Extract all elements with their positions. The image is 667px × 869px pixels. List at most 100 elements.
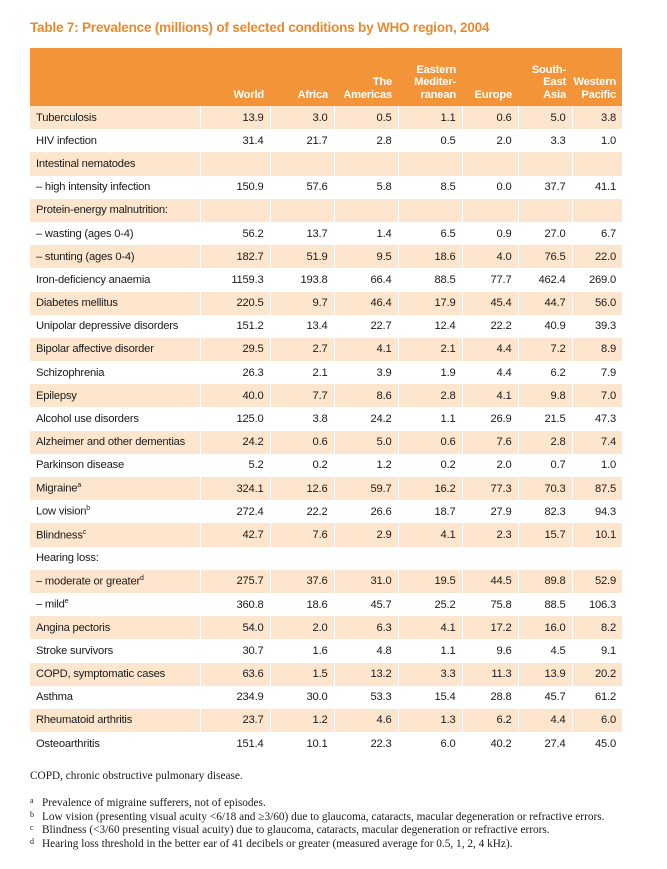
table-cell: 4.4 xyxy=(461,337,518,362)
condition-label: – milde xyxy=(30,592,200,617)
table-cell: 6.7 xyxy=(571,221,622,246)
table-cell: 324.1 xyxy=(199,477,270,501)
table-cell: 11.3 xyxy=(461,662,518,686)
table-cell: 7.6 xyxy=(269,523,334,547)
footnote: b Low vision (presenting visual acuity <6… xyxy=(30,809,640,825)
condition-label: Protein-energy malnutrition: xyxy=(30,198,200,222)
table-cell: 9.5 xyxy=(333,245,398,269)
table-cell: 1.1 xyxy=(397,106,462,130)
table-cell: 61.2 xyxy=(571,685,622,709)
condition-label: Alzheimer and other dementias xyxy=(30,430,200,454)
condition-label: Iron-deficiency anaemia xyxy=(30,268,200,292)
header-africa: Africa xyxy=(270,48,334,106)
header-eastern-mediterranean: Eastern Mediter-ranean xyxy=(398,48,462,106)
header-condition xyxy=(30,48,200,106)
footnote-marker: d xyxy=(140,574,144,582)
condition-label: Stroke survivors xyxy=(30,639,200,663)
table-row: Bipolar affective disorder 29.5 2.7 4.1 2.1 4… xyxy=(30,337,622,362)
condition-label: Migrainea xyxy=(30,477,200,501)
table-cell: 27.4 xyxy=(517,732,572,756)
prevalence-table: World Africa The Americas Eastern Mediter-… xyxy=(30,48,622,756)
table-cell: 12.6 xyxy=(269,477,334,501)
table-cell: 1.6 xyxy=(269,639,334,663)
table-cell: 2.8 xyxy=(333,129,398,153)
table-row: Alcohol use disorders 125.0 3.8 24.2 1.1 26.9… xyxy=(30,407,622,431)
table-cell: 30.7 xyxy=(199,639,270,663)
table-cell: 20.2 xyxy=(571,662,622,686)
table-row: Blindnessc 42.7 7.6 2.9 4.1 2.3 15.7 10.1 xyxy=(30,523,622,547)
prevalence-table-container: World Africa The Americas Eastern Mediter-… xyxy=(30,48,622,756)
header-world: World xyxy=(200,48,270,106)
table-cell xyxy=(461,546,518,570)
table-cell: 0.6 xyxy=(461,106,518,130)
table-cell: 40.2 xyxy=(461,732,518,756)
table-cell: 13.9 xyxy=(517,662,572,686)
table-cell xyxy=(517,152,572,176)
condition-label: – stunting (ages 0-4) xyxy=(30,245,200,269)
table-cell: 6.0 xyxy=(571,708,622,733)
table-row: – wasting (ages 0-4) 56.2 13.7 1.4 6.5 0.9 27.… xyxy=(30,221,622,246)
table-cell: 6.0 xyxy=(397,732,462,756)
table-cell xyxy=(269,198,334,222)
table-cell xyxy=(571,546,622,570)
table-cell: 1.4 xyxy=(333,221,398,246)
table-cell: 6.5 xyxy=(397,221,462,246)
table-cell xyxy=(571,152,622,176)
table-cell: 63.6 xyxy=(199,662,270,686)
table-cell: 125.0 xyxy=(199,407,270,431)
table-cell: 2.9 xyxy=(333,523,398,547)
condition-label: Asthma xyxy=(30,685,200,709)
table-cell: 19.5 xyxy=(397,569,462,593)
condition-label: – wasting (ages 0-4) xyxy=(30,221,200,246)
table-row: Rheumatoid arthritis 23.7 1.2 4.6 1.3 6.2 4.4 6… xyxy=(30,708,622,733)
table-cell: 39.3 xyxy=(571,314,622,338)
footnote-marker: c xyxy=(82,528,87,536)
table-cell: 45.4 xyxy=(461,291,518,315)
table-cell: 1.9 xyxy=(397,361,462,385)
table-cell: 9.8 xyxy=(517,384,572,408)
condition-label: Hearing loss: xyxy=(30,546,200,570)
table-cell: 0.6 xyxy=(397,430,462,454)
table-cell: 59.7 xyxy=(333,477,398,501)
table-cell: 2.3 xyxy=(461,523,518,547)
table-cell: 15.4 xyxy=(397,685,462,709)
table-cell: 10.1 xyxy=(571,523,622,547)
table-cell: 22.2 xyxy=(269,500,334,524)
table-cell: 41.1 xyxy=(571,175,622,199)
condition-label: Alcohol use disorders xyxy=(30,407,200,431)
table-cell: 75.8 xyxy=(461,592,518,617)
table-cell: 4.6 xyxy=(333,708,398,733)
header-western-pacific: Western Pacific xyxy=(572,48,622,106)
table-cell xyxy=(333,546,398,570)
condition-label: – high intensity infection xyxy=(30,175,200,199)
table-cell: 5.0 xyxy=(517,106,572,130)
table-cell: 29.5 xyxy=(199,337,270,362)
table-cell: 27.9 xyxy=(461,500,518,524)
table-cell: 31.4 xyxy=(199,129,270,153)
table-row: HIV infection 31.4 21.7 2.8 0.5 2.0 3.3 1.0 xyxy=(30,129,622,153)
table-cell xyxy=(397,546,462,570)
table-row: Osteoarthritis 151.4 10.1 22.3 6.0 40.2 27.4 45… xyxy=(30,732,622,756)
table-cell: 1.1 xyxy=(397,639,462,663)
table-cell: 1.5 xyxy=(269,662,334,686)
table-cell: 9.1 xyxy=(571,639,622,663)
table-row: Schizophrenia 26.3 2.1 3.9 1.9 4.4 6.2 7.9 xyxy=(30,361,622,385)
table-row: COPD, symptomatic cases 63.6 1.5 13.2 3.3 11.… xyxy=(30,662,622,686)
table-row: Low visionb 272.4 22.2 26.6 18.7 27.9 82.3 94.3 xyxy=(30,500,622,524)
table-header: World Africa The Americas Eastern Mediter-… xyxy=(30,48,622,106)
table-cell: 70.3 xyxy=(517,477,572,501)
table-row: Unipolar depressive disorders 151.2 13.4 22… xyxy=(30,314,622,338)
table-row: – high intensity infection 150.9 57.6 5.8 8.… xyxy=(30,175,622,199)
table-row: Alzheimer and other dementias 24.2 0.6 5.0 0… xyxy=(30,430,622,454)
table-cell: 2.0 xyxy=(269,616,334,640)
table-cell: 8.5 xyxy=(397,175,462,199)
table-cell: 5.8 xyxy=(333,175,398,199)
table-cell: 3.8 xyxy=(269,407,334,431)
table-cell: 26.6 xyxy=(333,500,398,524)
table-cell: 82.3 xyxy=(517,500,572,524)
footnote-mark: b xyxy=(30,809,34,819)
table-row: Intestinal nematodes xyxy=(30,152,622,176)
table-cell: 13.4 xyxy=(269,314,334,338)
condition-label: Bipolar affective disorder xyxy=(30,337,200,362)
table-cell: 3.3 xyxy=(397,662,462,686)
